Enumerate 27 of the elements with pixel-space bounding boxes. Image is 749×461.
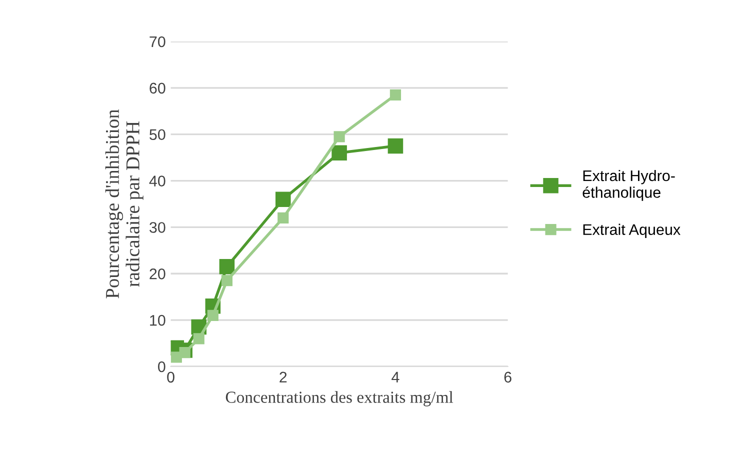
y-tick-label: 70 [150, 36, 166, 48]
y-tick-label: 20 [150, 268, 166, 280]
x-axis-title: Concentrations des extraits mg/ml [226, 391, 454, 406]
legend-label: Extrait Aqueux [583, 224, 680, 238]
x-tick-label: 2 [280, 372, 287, 382]
x-tick-label: 4 [392, 372, 400, 382]
point [207, 310, 218, 321]
y-tick-label: 60 [150, 82, 166, 94]
y-tick-label: 30 [150, 222, 166, 233]
point [219, 259, 235, 274]
y-tick-label: 40 [149, 176, 166, 186]
y-tick-label: 10 [150, 314, 166, 326]
y-tick-label: 0 [158, 361, 166, 372]
point [332, 145, 347, 161]
point [334, 131, 345, 142]
point [275, 192, 291, 207]
x-tick-label: 0 [167, 372, 174, 383]
point [193, 333, 204, 344]
y-axis-title: Pourcentage d'inhibition radicalaire par DPPH [105, 109, 144, 298]
point [388, 138, 404, 154]
point [179, 347, 190, 358]
point [221, 275, 233, 286]
x-tick-label: 6 [504, 372, 512, 383]
legend-label: Extrait Hydro- éthanolique [582, 170, 675, 201]
y-tick-label: 50 [150, 129, 166, 140]
point [278, 212, 289, 224]
point [390, 89, 402, 100]
